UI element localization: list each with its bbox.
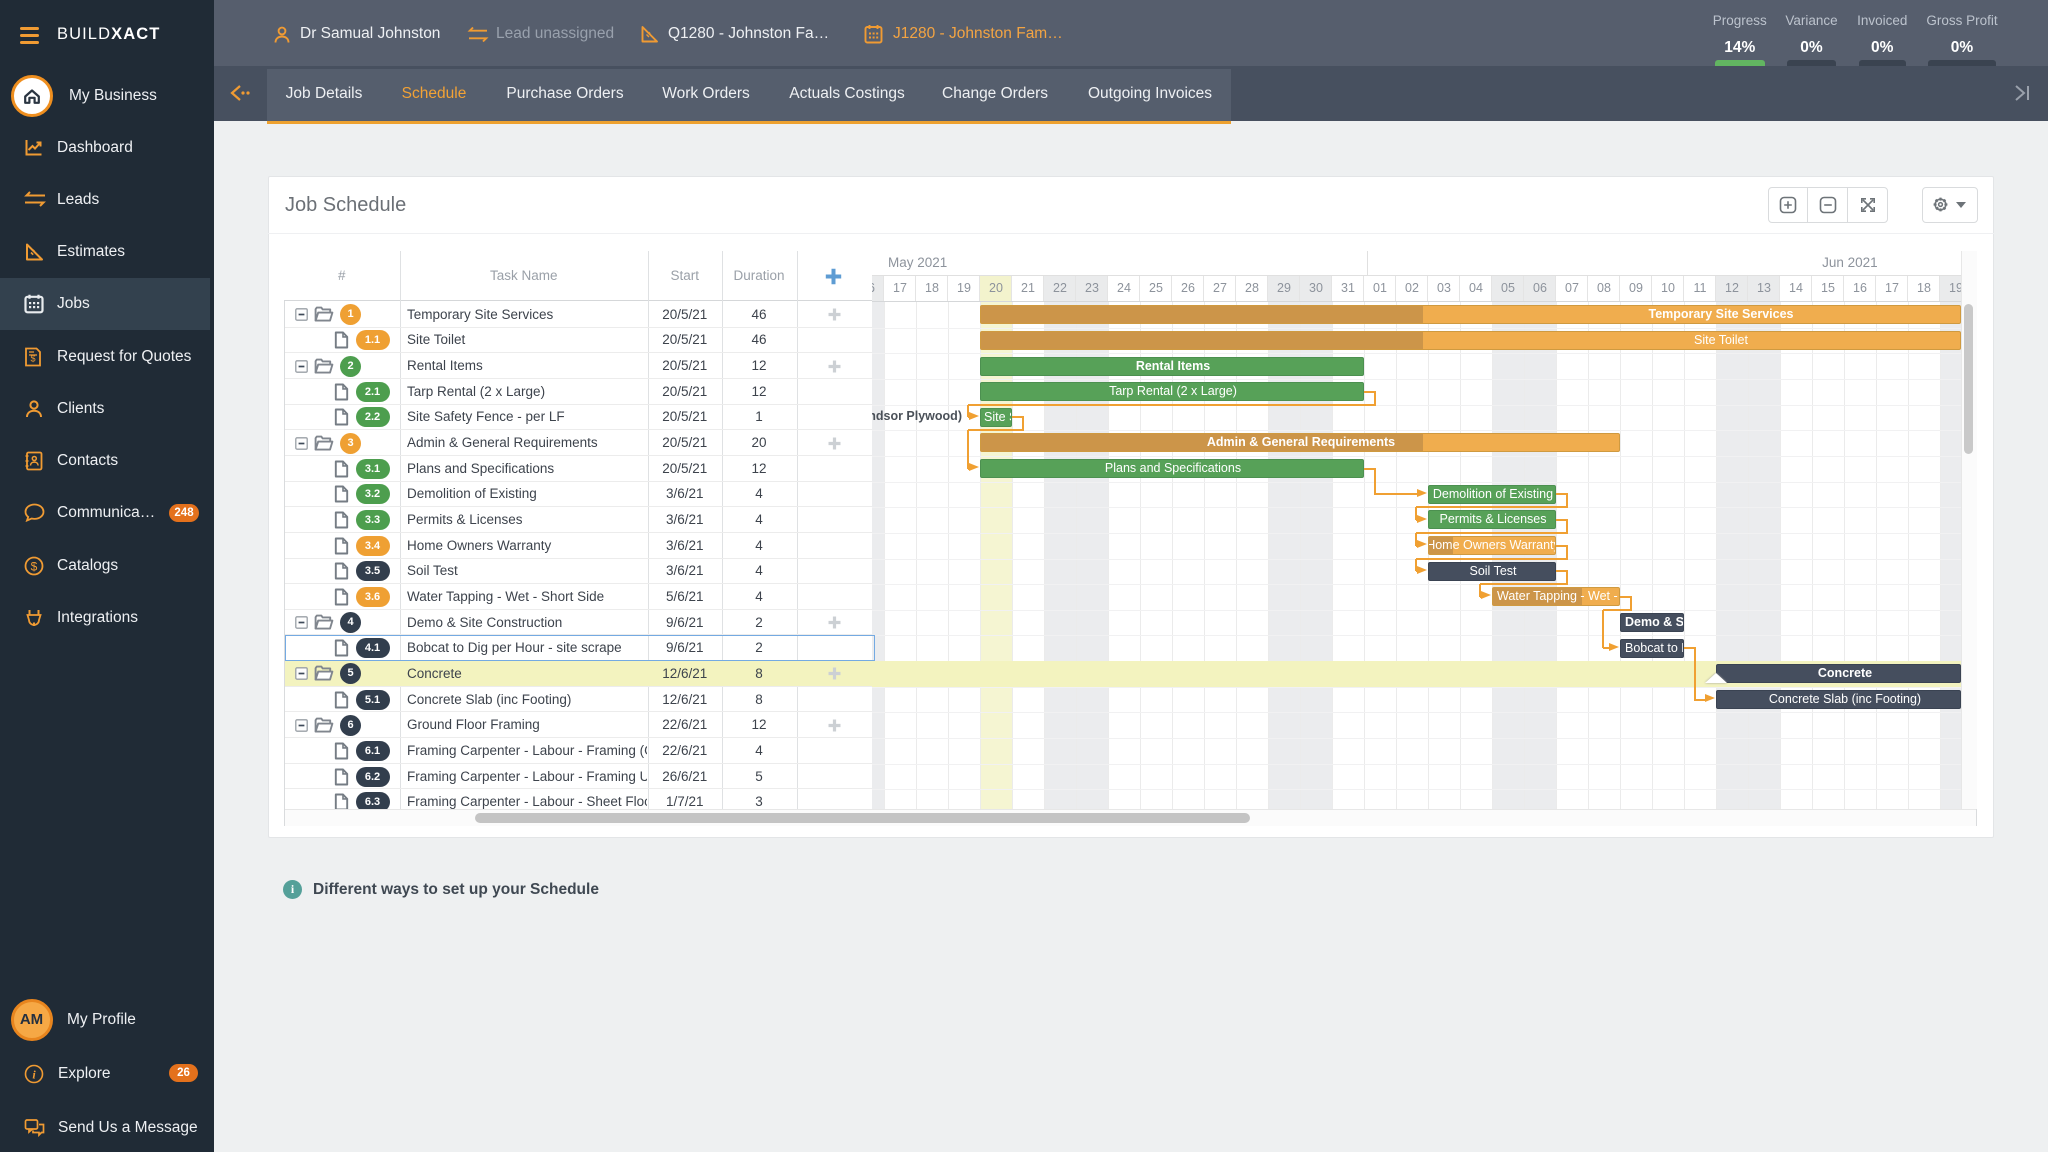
svg-text:i: i — [32, 1068, 36, 1082]
svg-text:$: $ — [31, 560, 38, 574]
svg-text:$: $ — [30, 354, 35, 364]
